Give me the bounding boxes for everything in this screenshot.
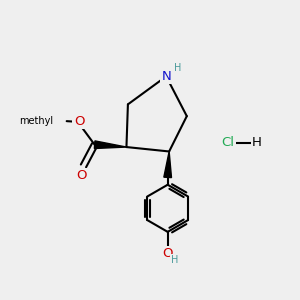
Text: O: O	[162, 247, 173, 260]
Text: H: H	[174, 63, 181, 73]
Text: O: O	[74, 115, 84, 128]
Polygon shape	[94, 141, 126, 148]
Text: Cl: Cl	[221, 136, 235, 149]
Polygon shape	[164, 152, 172, 178]
Text: H: H	[171, 255, 179, 265]
Text: H: H	[252, 136, 262, 149]
Text: N: N	[161, 70, 171, 83]
Text: O: O	[77, 169, 87, 182]
Text: methyl: methyl	[19, 116, 53, 126]
